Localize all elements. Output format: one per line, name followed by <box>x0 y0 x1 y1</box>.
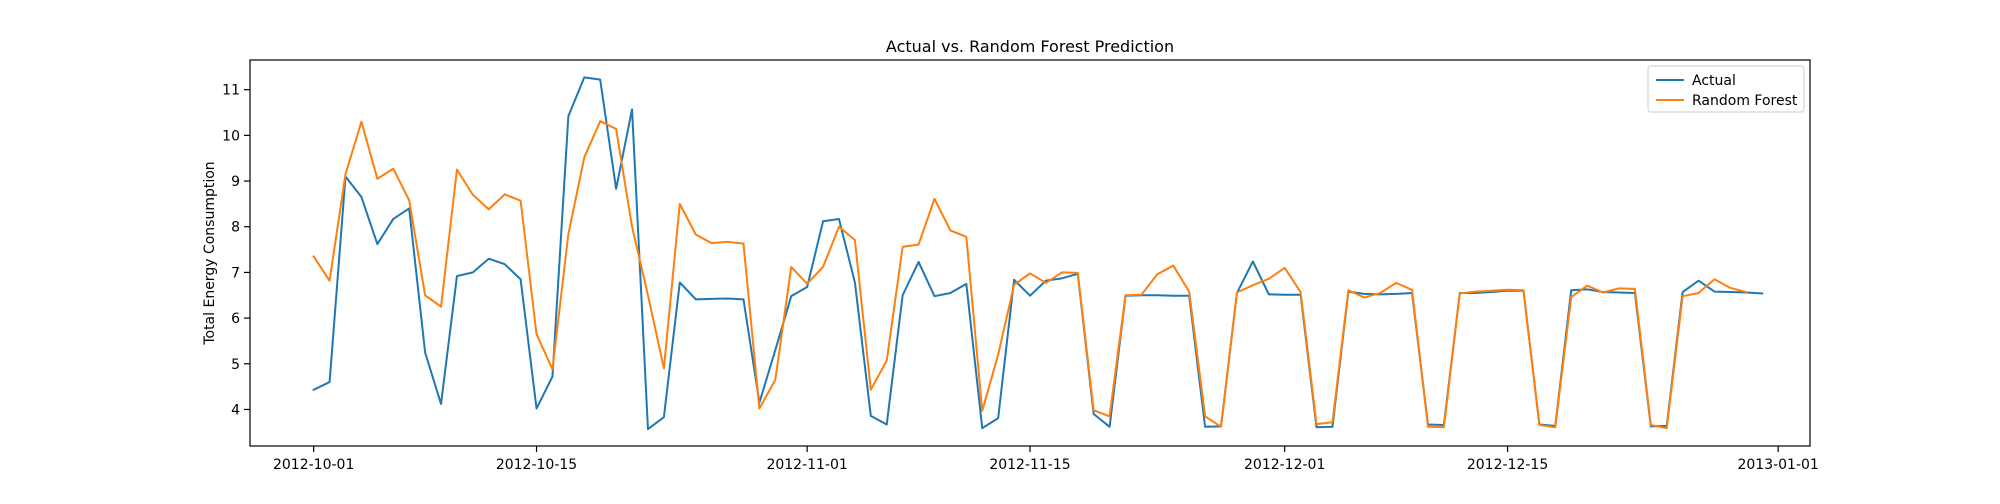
series-line-random-forest <box>312 120 1748 430</box>
y-axis-title: Total Energy Consumption <box>202 161 218 345</box>
series-line-actual <box>312 76 1764 431</box>
y-tick-label: 4 <box>231 402 240 418</box>
y-tick-label: 10 <box>222 128 240 144</box>
x-tick-label: 2012-10-01 <box>273 457 354 473</box>
chart-title: Actual vs. Random Forest Prediction <box>886 37 1174 56</box>
x-tick-label: 2012-11-01 <box>766 457 847 473</box>
legend-box <box>1647 65 1805 113</box>
plot-frame <box>249 59 1811 447</box>
legend-label: Actual <box>1692 73 1736 89</box>
y-tick-label: 8 <box>231 220 240 236</box>
legend: Actual Random Forest <box>1647 65 1805 113</box>
x-tick-label: 2012-12-15 <box>1467 457 1548 473</box>
axes: 2012-10-01 2012-10-15 2012-11-01 2012-11-15… <box>222 59 1819 473</box>
x-tick-label: 2012-10-15 <box>496 457 577 473</box>
y-tick-label: 7 <box>231 265 240 281</box>
y-tick-label: 9 <box>231 174 240 190</box>
y-tick-label: 6 <box>231 311 240 327</box>
y-tick-label: 5 <box>231 357 240 373</box>
legend-label: Random Forest <box>1692 93 1798 109</box>
y-tick-label: 11 <box>222 83 240 99</box>
x-tick-label: 2012-12-01 <box>1244 457 1325 473</box>
plot-lines <box>312 76 1764 431</box>
x-tick-label: 2013-01-01 <box>1737 457 1818 473</box>
x-tick-label: 2012-11-15 <box>989 457 1070 473</box>
